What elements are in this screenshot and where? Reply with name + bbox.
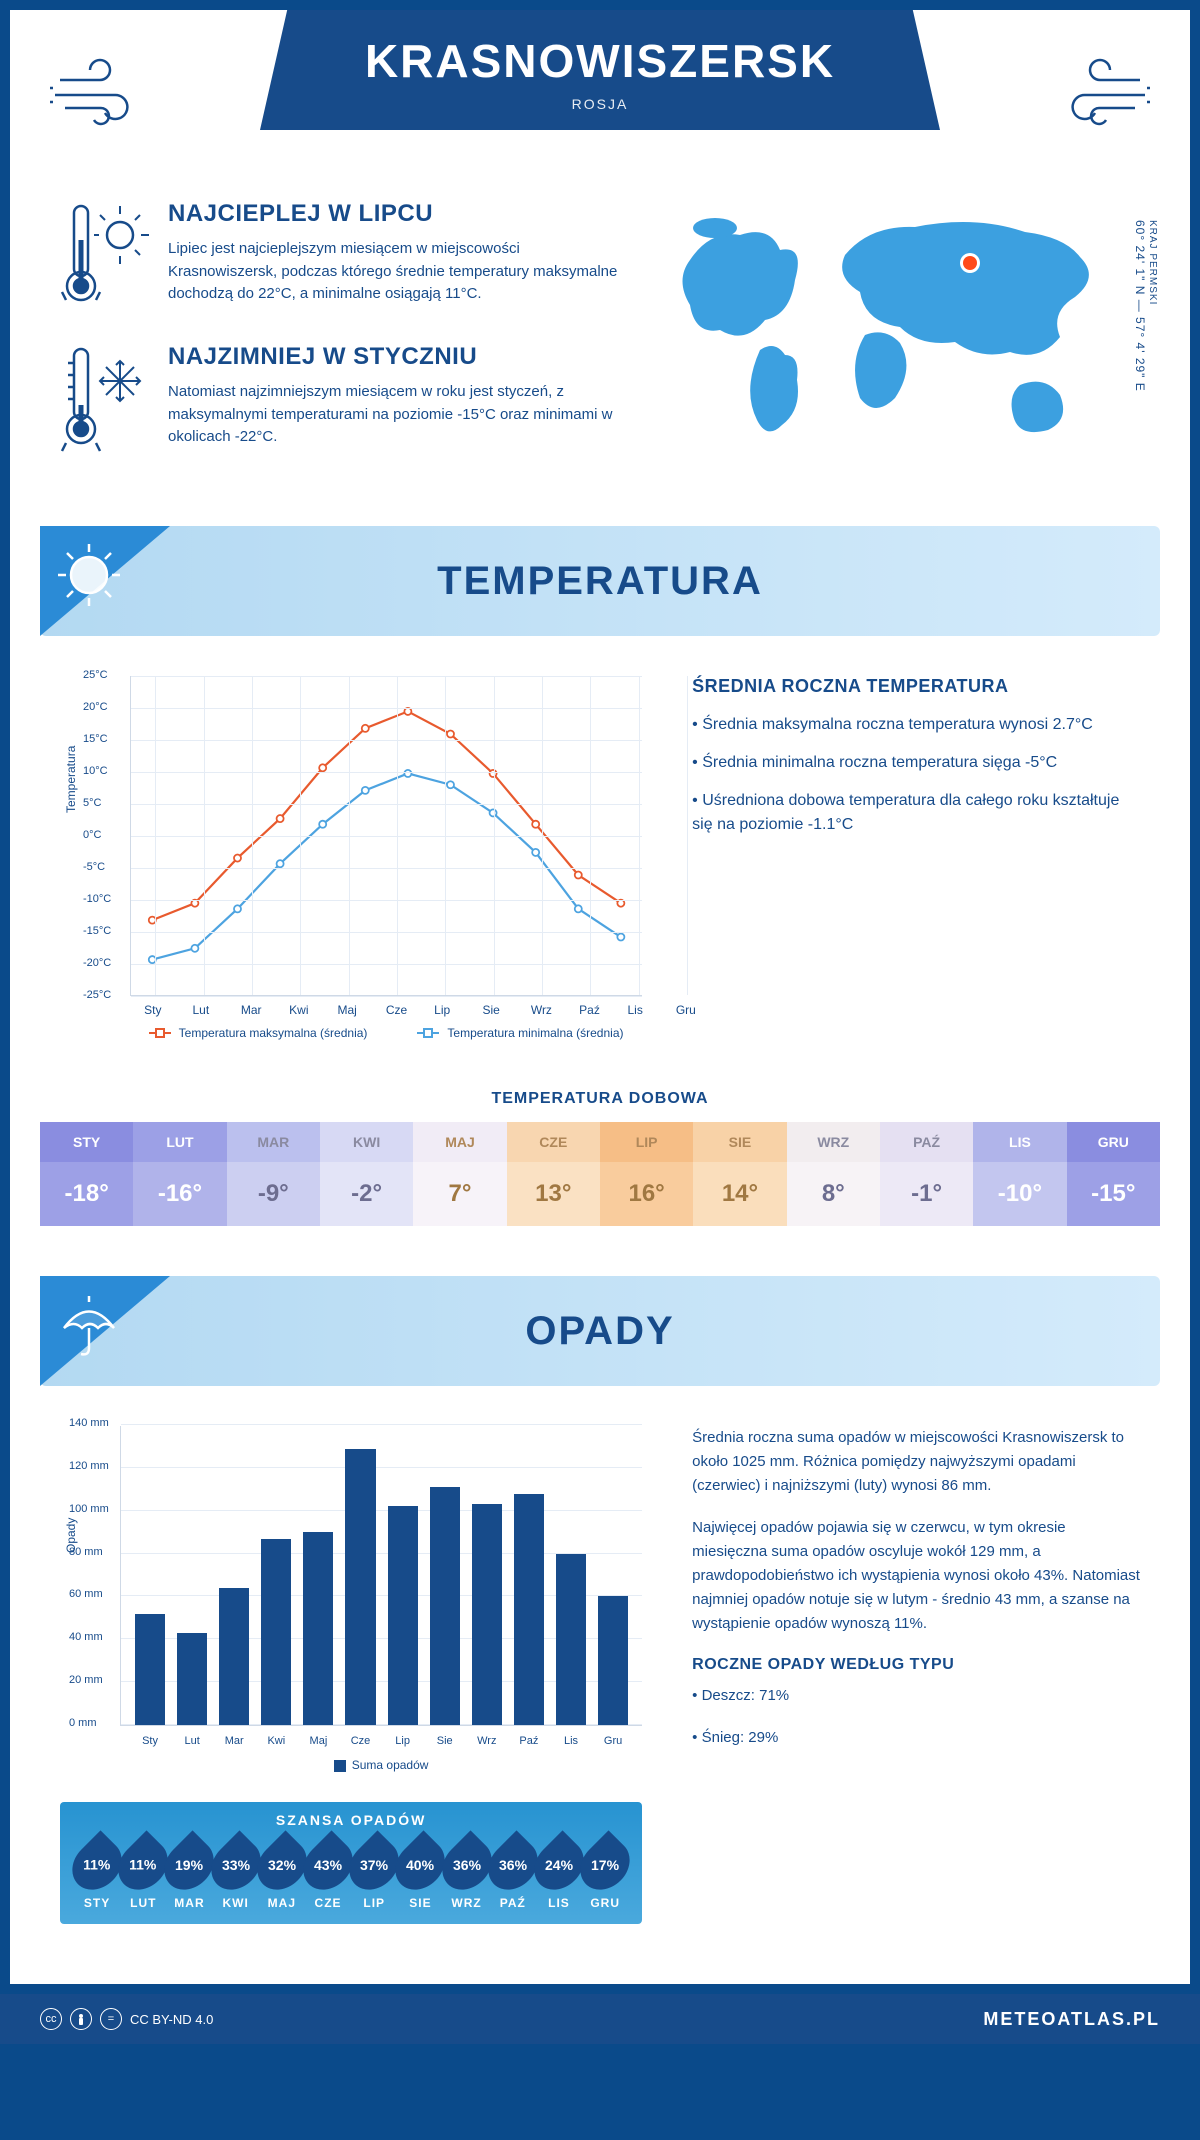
precip-rain: • Deszcz: 71% (692, 1684, 1140, 1708)
precip-bar: Maj (303, 1532, 333, 1725)
precip-bar: Cze (345, 1449, 375, 1725)
precip-bar: Lut (177, 1633, 207, 1725)
chance-drop: 36%WRZ (444, 1838, 490, 1910)
daily-temp-cell: CZE13° (507, 1122, 600, 1226)
precip-bar: Lip (388, 1506, 418, 1725)
chance-drop: 43%CZE (305, 1838, 351, 1910)
section-title: TEMPERATURA (40, 559, 1160, 604)
daily-temp-cell: LIS-10° (973, 1122, 1066, 1226)
daily-temp-cell: MAR-9° (227, 1122, 320, 1226)
temp-text-b2: • Średnia minimalna roczna temperatura s… (692, 751, 1140, 775)
chance-drop: 33%KWI (213, 1838, 259, 1910)
daily-temp-cell: GRU-15° (1067, 1122, 1160, 1226)
chance-drop: 40%SIE (397, 1838, 443, 1910)
chance-drop: 32%MAJ (259, 1838, 305, 1910)
temp-text-b3: • Uśredniona dobowa temperatura dla całe… (692, 789, 1140, 837)
precip-bar: Gru (598, 1596, 628, 1725)
daily-temp-cell: LUT-16° (133, 1122, 226, 1226)
region-label: KRAJ PERMSKI (1147, 220, 1158, 384)
city-name: KRASNOWISZERSK (300, 34, 900, 88)
legend-min: Temperatura minimalna (średnia) (447, 1026, 623, 1040)
intro-section: NAJCIEPLEJ W LIPCU Lipiec jest najcieple… (10, 180, 1190, 526)
precipitation-bar-chart: Opady 0 mm20 mm40 mm60 mm80 mm100 mm120 … (60, 1426, 642, 1924)
coldest-body: Natomiast najzimniejszym miesiącem w rok… (168, 381, 620, 449)
legend-max: Temperatura maksymalna (średnia) (179, 1026, 368, 1040)
chance-drop: 37%LIP (351, 1838, 397, 1910)
chance-drop: 11%STY (74, 1838, 120, 1910)
daily-temp-cell: PAŹ-1° (880, 1122, 973, 1226)
precip-type-heading: ROCZNE OPADY WEDŁUG TYPU (692, 1656, 1140, 1674)
cc-icon: cc (40, 2008, 62, 2030)
umbrella-icon (54, 1290, 124, 1365)
daily-temp-cell: LIP16° (600, 1122, 693, 1226)
precip-bar: Sie (430, 1487, 460, 1725)
precip-bar: Kwi (261, 1539, 291, 1725)
wind-icon (1040, 50, 1150, 135)
coordinates: KRAJ PERMSKI 60° 24' 1" N — 57° 4' 29" E (1133, 220, 1158, 392)
precip-snow: • Śnieg: 29% (692, 1726, 1140, 1750)
temperature-line-chart: Temperatura -25°C-20°C-15°C-10°C-5°C0°C5… (60, 676, 642, 1040)
precipitation-summary: Średnia roczna suma opadów w miejscowośc… (692, 1426, 1140, 1924)
latlon-label: 60° 24' 1" N — 57° 4' 29" E (1133, 220, 1147, 392)
temp-chart-legend: Temperatura maksymalna (średnia) Tempera… (130, 1026, 642, 1040)
precip-bar: Mar (219, 1588, 249, 1725)
precip-chart-legend: Suma opadów (120, 1758, 642, 1772)
by-icon (70, 2008, 92, 2030)
temperature-section-header: TEMPERATURA (40, 526, 1160, 636)
daily-temp-cell: SIE14° (693, 1122, 786, 1226)
chance-drop: 11%LUT (120, 1838, 166, 1910)
precip-bar: Paź (514, 1494, 544, 1725)
daily-temp-cell: STY-18° (40, 1122, 133, 1226)
warmest-title: NAJCIEPLEJ W LIPCU (168, 200, 620, 228)
country-name: ROSJA (300, 96, 900, 112)
precip-bar: Sty (135, 1614, 165, 1725)
precipitation-chance-box: SZANSA OPADÓW 11%STY11%LUT19%MAR33%KWI32… (60, 1802, 642, 1924)
chance-drop: 17%GRU (582, 1838, 628, 1910)
title-banner: KRASNOWISZERSK ROSJA (260, 10, 940, 130)
page-footer: cc = CC BY-ND 4.0 METEOATLAS.PL (0, 1994, 1200, 2044)
daily-temp-cell: KWI-2° (320, 1122, 413, 1226)
license-block: cc = CC BY-ND 4.0 (40, 2008, 213, 2030)
nd-icon: = (100, 2008, 122, 2030)
daily-temp-table: STY-18°LUT-16°MAR-9°KWI-2°MAJ7°CZE13°LIP… (40, 1122, 1160, 1226)
thermometer-cold-icon (60, 343, 150, 458)
temp-text-heading: ŚREDNIA ROCZNA TEMPERATURA (692, 676, 1140, 697)
warmest-block: NAJCIEPLEJ W LIPCU Lipiec jest najcieple… (60, 200, 620, 315)
brand-label: METEOATLAS.PL (983, 2009, 1160, 2030)
warmest-body: Lipiec jest najcieplejszym miesiącem w m… (168, 238, 620, 306)
temp-text-b1: • Średnia maksymalna roczna temperatura … (692, 713, 1140, 737)
wind-icon (50, 50, 160, 135)
precipitation-section-header: OPADY (40, 1276, 1160, 1386)
world-map: KRAJ PERMSKI 60° 24' 1" N — 57° 4' 29" E (660, 200, 1140, 486)
section-title: OPADY (40, 1309, 1160, 1354)
chance-heading: SZANSA OPADÓW (74, 1812, 628, 1828)
license-text: CC BY-ND 4.0 (130, 2012, 213, 2027)
precip-p1: Średnia roczna suma opadów w miejscowośc… (692, 1426, 1140, 1498)
coldest-title: NAJZIMNIEJ W STYCZNIU (168, 343, 620, 371)
daily-temp-heading: TEMPERATURA DOBOWA (10, 1090, 1190, 1108)
chance-drop: 19%MAR (166, 1838, 212, 1910)
chance-drop: 36%PAŹ (490, 1838, 536, 1910)
daily-temp-cell: MAJ7° (413, 1122, 506, 1226)
coldest-block: NAJZIMNIEJ W STYCZNIU Natomiast najzimni… (60, 343, 620, 458)
sun-icon (54, 540, 124, 615)
precip-p2: Najwięcej opadów pojawia się w czerwcu, … (692, 1516, 1140, 1636)
precip-bar: Lis (556, 1554, 586, 1725)
temp-chart-ylabel: Temperatura (64, 745, 78, 812)
temperature-summary: ŚREDNIA ROCZNA TEMPERATURA • Średnia mak… (692, 676, 1140, 1040)
daily-temp-cell: WRZ8° (787, 1122, 880, 1226)
page-header: KRASNOWISZERSK ROSJA (10, 10, 1190, 180)
precip-bar: Wrz (472, 1504, 502, 1725)
thermometer-hot-icon (60, 200, 150, 315)
chance-drop: 24%LIS (536, 1838, 582, 1910)
